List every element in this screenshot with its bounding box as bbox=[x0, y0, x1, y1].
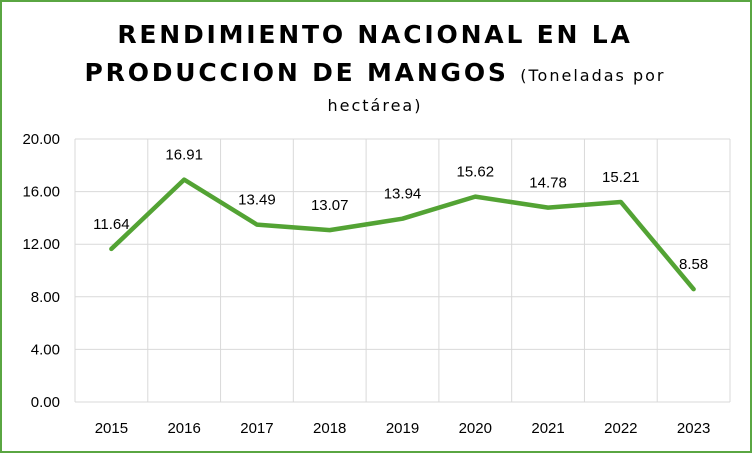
chart-title-line3: hectárea) bbox=[327, 96, 423, 115]
series-lines bbox=[109, 177, 696, 292]
x-tick-label: 2020 bbox=[459, 420, 492, 437]
chart-title-line2-sub: (Toneladas por bbox=[520, 66, 666, 85]
data-label: 15.62 bbox=[457, 164, 495, 181]
y-tick-label: 12.00 bbox=[22, 236, 60, 253]
data-label: 13.94 bbox=[384, 186, 422, 203]
x-axis-ticks: 2015 2016 2017 2018 2019 2020 2021 2022 2023 bbox=[95, 420, 711, 437]
data-labels: 11.64 16.91 13.49 13.07 13.94 15.62 14.78 15.21… bbox=[93, 147, 708, 274]
data-label: 11.64 bbox=[93, 216, 129, 233]
y-tick-label: 8.00 bbox=[31, 289, 60, 306]
data-label: 13.49 bbox=[238, 192, 276, 209]
y-tick-label: 4.00 bbox=[31, 341, 60, 358]
x-tick-label: 2022 bbox=[604, 420, 637, 437]
x-tick-label: 2018 bbox=[313, 420, 346, 437]
x-tick-label: 2017 bbox=[240, 420, 273, 437]
data-label: 15.21 bbox=[602, 169, 640, 186]
data-label: 8.58 bbox=[679, 256, 708, 273]
chart-title-line2: PRODUCCION DE MANGOS (Toneladas por bbox=[40, 54, 710, 95]
chart-title-line2-main: PRODUCCION DE MANGOS bbox=[84, 58, 509, 87]
y-tick-label: 16.00 bbox=[22, 184, 60, 201]
data-label: 14.78 bbox=[529, 175, 567, 192]
data-label: 13.07 bbox=[311, 197, 349, 214]
gridlines bbox=[74, 138, 731, 403]
data-label: 16.91 bbox=[165, 147, 203, 164]
y-tick-label: 20.00 bbox=[22, 131, 60, 148]
x-tick-label: 2023 bbox=[677, 420, 710, 437]
x-tick-label: 2021 bbox=[531, 420, 564, 437]
chart-title-line1: RENDIMIENTO NACIONAL EN LA bbox=[117, 20, 633, 49]
series-line bbox=[109, 177, 696, 292]
chart-title: RENDIMIENTO NACIONAL EN LA PRODUCCION DE… bbox=[40, 16, 710, 117]
x-tick-label: 2016 bbox=[167, 420, 200, 437]
y-tick-label: 0.00 bbox=[31, 394, 60, 411]
x-tick-label: 2019 bbox=[386, 420, 419, 437]
y-axis-ticks: 0.00 4.00 8.00 12.00 16.00 20.00 bbox=[22, 131, 60, 411]
x-tick-label: 2015 bbox=[95, 420, 128, 437]
